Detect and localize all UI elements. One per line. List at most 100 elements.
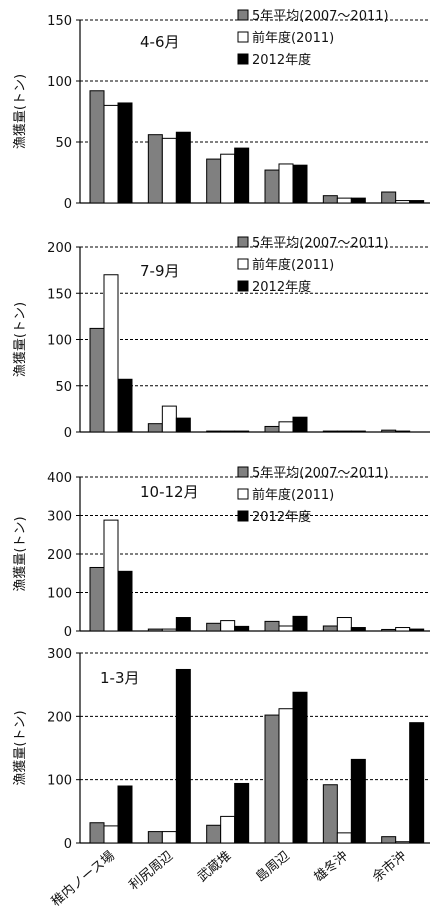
bar bbox=[235, 431, 249, 432]
bar bbox=[148, 135, 162, 203]
y-tick-label: 0 bbox=[64, 837, 72, 852]
bar bbox=[90, 567, 104, 631]
bar bbox=[221, 816, 235, 843]
bar bbox=[410, 723, 424, 843]
bar bbox=[207, 825, 221, 843]
bar bbox=[337, 618, 351, 631]
bar bbox=[221, 431, 235, 432]
bar bbox=[221, 154, 235, 203]
bar bbox=[176, 418, 190, 432]
y-tick-label: 50 bbox=[55, 380, 72, 395]
bar bbox=[207, 623, 221, 631]
bar bbox=[337, 431, 351, 432]
bar bbox=[293, 165, 307, 203]
bar bbox=[162, 832, 176, 843]
bar bbox=[148, 832, 162, 843]
bar bbox=[104, 826, 118, 843]
bar bbox=[207, 431, 221, 432]
y-tick-label: 100 bbox=[47, 334, 72, 349]
chart-panel-2: 0 50 100 150 200 漁獲量(トン) 7-9月 5年平均(2007～2011) 前年… bbox=[13, 236, 430, 441]
bar bbox=[104, 275, 118, 432]
bar bbox=[293, 616, 307, 631]
x-category-label: 稚内ノース場 bbox=[48, 848, 118, 910]
period-label: 7-9月 bbox=[140, 262, 180, 280]
bar bbox=[235, 626, 249, 631]
bar bbox=[396, 201, 410, 203]
bar bbox=[265, 621, 279, 631]
bar bbox=[265, 715, 279, 843]
legend: 5年平均(2007～2011) 前年度(2011) 2012年度 bbox=[238, 9, 389, 68]
y-tick-label: 400 bbox=[47, 471, 72, 486]
legend-swatch bbox=[238, 281, 248, 291]
legend-swatch bbox=[238, 511, 248, 521]
bar bbox=[382, 629, 396, 631]
y-tick-label: 200 bbox=[47, 241, 72, 256]
y-tick-label: 0 bbox=[64, 197, 72, 212]
y-axis-label: 漁獲量(トン) bbox=[13, 302, 28, 377]
legend-label: 前年度(2011) bbox=[252, 30, 334, 46]
y-tick-label: 0 bbox=[64, 426, 72, 441]
bar bbox=[279, 626, 293, 631]
bar bbox=[279, 422, 293, 432]
bar bbox=[337, 833, 351, 843]
y-tick-label: 300 bbox=[47, 510, 72, 525]
bar bbox=[118, 786, 132, 843]
legend-swatch bbox=[238, 54, 248, 64]
chart-panel-3: 0 100 200 300 400 漁獲量(トン) 10-12月 5年平均(2007～2011… bbox=[13, 466, 430, 640]
bar bbox=[235, 148, 249, 203]
legend-swatch bbox=[238, 489, 248, 499]
y-tick-label: 150 bbox=[47, 14, 72, 29]
y-tick-label: 150 bbox=[47, 287, 72, 302]
bar bbox=[323, 196, 337, 203]
period-label: 1-3月 bbox=[100, 669, 140, 687]
bar bbox=[323, 626, 337, 631]
bar bbox=[104, 520, 118, 631]
legend-swatch bbox=[238, 10, 248, 20]
x-category-label: 武蔵堆 bbox=[195, 849, 235, 886]
legend-swatch bbox=[238, 32, 248, 42]
legend-swatch bbox=[238, 467, 248, 477]
period-label: 10-12月 bbox=[140, 483, 199, 501]
x-category-label: 利尻周辺 bbox=[127, 849, 176, 894]
bar bbox=[293, 692, 307, 843]
bar bbox=[382, 192, 396, 203]
bar bbox=[293, 417, 307, 432]
y-tick-label: 100 bbox=[47, 774, 72, 789]
bar bbox=[148, 424, 162, 432]
y-axis-label: 漁獲量(トン) bbox=[13, 516, 28, 591]
bar bbox=[396, 628, 410, 631]
bar bbox=[351, 759, 365, 843]
bar bbox=[221, 621, 235, 631]
bar bbox=[351, 628, 365, 631]
bar bbox=[382, 837, 396, 843]
bar bbox=[382, 430, 396, 432]
y-tick-label: 200 bbox=[47, 548, 72, 563]
bar bbox=[235, 783, 249, 843]
bar bbox=[104, 105, 118, 203]
bar bbox=[90, 328, 104, 432]
y-tick-label: 300 bbox=[47, 647, 72, 662]
y-tick-label: 50 bbox=[55, 136, 72, 151]
bar bbox=[337, 198, 351, 203]
bar bbox=[118, 571, 132, 631]
bar bbox=[410, 629, 424, 631]
legend-label: 前年度(2011) bbox=[252, 487, 334, 503]
bar bbox=[176, 618, 190, 631]
legend: 5年平均(2007～2011) 前年度(2011) 2012年度 bbox=[238, 236, 389, 295]
bar bbox=[90, 823, 104, 843]
y-axis-label: 漁獲量(トン) bbox=[13, 710, 28, 785]
bar bbox=[410, 201, 424, 203]
bar bbox=[148, 629, 162, 631]
period-label: 4-6月 bbox=[140, 33, 180, 51]
bar bbox=[162, 406, 176, 432]
legend-label: 2012年度 bbox=[252, 52, 311, 68]
bar bbox=[396, 431, 410, 432]
bar bbox=[265, 170, 279, 203]
legend-label: 5年平均(2007～2011) bbox=[252, 466, 389, 481]
y-axis-label: 漁獲量(トン) bbox=[13, 74, 28, 149]
y-tick-label: 100 bbox=[47, 75, 72, 90]
legend-label: 5年平均(2007～2011) bbox=[252, 9, 389, 24]
y-tick-label: 0 bbox=[64, 625, 72, 640]
legend-swatch bbox=[238, 259, 248, 269]
